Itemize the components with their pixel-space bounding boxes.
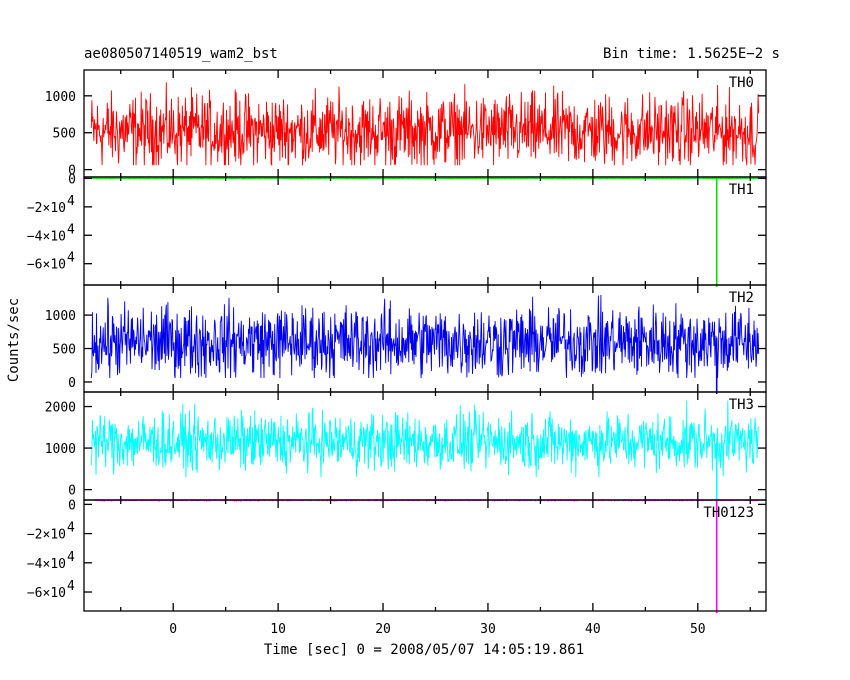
- y-tick-label: 500: [53, 127, 76, 142]
- panel-th3: 0 1000 2000 TH3: [45, 391, 767, 502]
- y-tick-label: −4×10: [27, 557, 66, 572]
- y-tick-label: 0: [68, 376, 76, 391]
- y-tick-exponent: 4: [67, 222, 75, 237]
- x-tick-label: 30: [480, 622, 496, 637]
- series-line-th1: [91, 177, 759, 180]
- y-tick-label: −2×10: [27, 528, 66, 543]
- y-tick-label: 0: [68, 484, 76, 499]
- y-tick-label: −6×10: [27, 258, 66, 273]
- y-tick-label: −6×10: [27, 586, 66, 601]
- y-tick-exponent: 4: [67, 251, 75, 266]
- chart-title: ae080507140519_wam2_bst: [84, 46, 278, 62]
- y-tick-exponent: 4: [67, 579, 75, 594]
- x-tick-label: 50: [690, 622, 706, 637]
- y-tick-exponent: 4: [67, 550, 75, 565]
- panel-label-th1: TH1: [729, 182, 754, 198]
- y-tick-label: 500: [53, 343, 76, 358]
- panel-label-th3: TH3: [729, 397, 754, 413]
- series-line-th3: [90, 400, 760, 478]
- x-tick-label: 40: [585, 622, 601, 637]
- panel-label-th0123: TH0123: [703, 505, 754, 521]
- y-tick-label: −2×10: [27, 201, 66, 216]
- panel-label-th2: TH2: [729, 290, 754, 306]
- y-tick-label: −4×10: [27, 229, 66, 244]
- panel-label-th0: TH0: [729, 75, 754, 91]
- x-tick-label: 0: [169, 622, 177, 637]
- y-tick-label: 1000: [45, 309, 76, 324]
- x-tick-label: 10: [270, 622, 286, 637]
- y-tick-label: 0: [68, 172, 76, 187]
- y-tick-label: 1000: [45, 90, 76, 105]
- y-tick-exponent: 4: [67, 194, 75, 209]
- panel-th2: 0 500 1000 TH2: [45, 284, 767, 394]
- y-tick-label: 2000: [45, 401, 76, 416]
- panel-th0: 0 500 1000 TH0: [45, 69, 767, 179]
- series-line-th2: [90, 294, 760, 379]
- bin-time-label: Bin time: 1.5625E−2 s: [603, 46, 780, 62]
- x-axis: 0 10 20 30 40 50: [169, 622, 705, 637]
- y-tick-exponent: 4: [67, 521, 75, 536]
- y-tick-label: 0: [68, 498, 76, 513]
- y-axis-label: Counts/sec: [6, 298, 22, 382]
- panel-frame: [83, 499, 767, 612]
- y-tick-label: 0: [68, 164, 76, 179]
- y-tick-label: 1000: [45, 442, 76, 457]
- panel-frame: [83, 176, 767, 286]
- series-line-th0: [90, 82, 760, 167]
- x-tick-label: 20: [375, 622, 391, 637]
- x-axis-label: Time [sec] 0 = 2008/05/07 14:05:19.861: [264, 642, 584, 658]
